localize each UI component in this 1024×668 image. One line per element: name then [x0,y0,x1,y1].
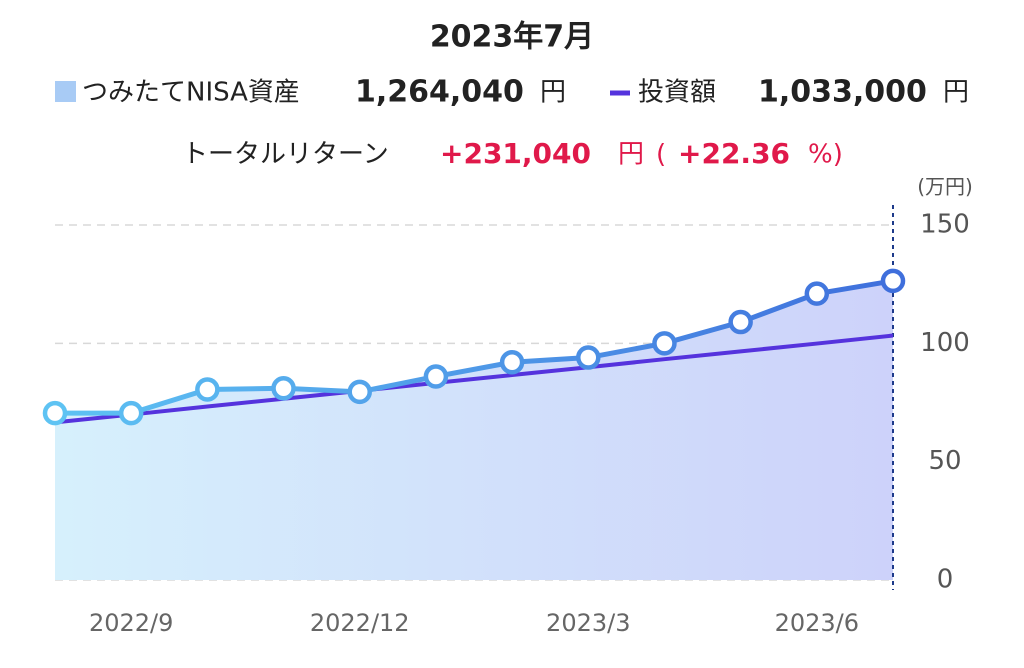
y-tick-label: 100 [920,328,970,358]
legend-swatch [55,81,76,102]
unit: 円 [943,78,969,108]
asset-point [576,345,601,370]
x-tick-label: 2023/3 [546,609,630,637]
x-tick-label: 2022/9 [89,609,173,637]
y-tick-label: 0 [937,565,954,595]
asset-point [195,377,220,402]
area [55,280,893,580]
asset-point [652,331,677,356]
unit: 円 [540,78,566,108]
asset-point [42,400,68,426]
percent: %) [808,140,843,170]
asset-amount: 1,264,040 [355,75,524,110]
asset-point [118,400,144,426]
invest-amount: 1,033,000 [758,75,927,110]
y-unit: (万円) [917,175,973,199]
paren: ( [656,140,666,170]
asset-point [804,281,830,306]
y-tick-label: 50 [928,446,961,476]
legend-label: つみたてNISA資産 [82,78,300,108]
asset-point [728,309,753,335]
asset-point [271,376,296,401]
asset-point [347,379,372,405]
return-amount: +231,040 [440,137,591,170]
return-pct: +22.36 [678,137,790,170]
asset-point [423,364,449,389]
asset-point [499,350,525,375]
unit: 円 [618,140,644,170]
legend-label: 投資額 [638,78,716,108]
y-tick-label: 150 [920,210,970,240]
asset-point [880,268,906,294]
invest-line [54,333,894,425]
x-tick-label: 2023/6 [775,609,859,637]
title: 2023年7月 [430,20,594,55]
asset-line [55,278,894,416]
x-tick-label: 2022/12 [310,609,410,637]
return-label: トータルリターン [182,140,389,170]
